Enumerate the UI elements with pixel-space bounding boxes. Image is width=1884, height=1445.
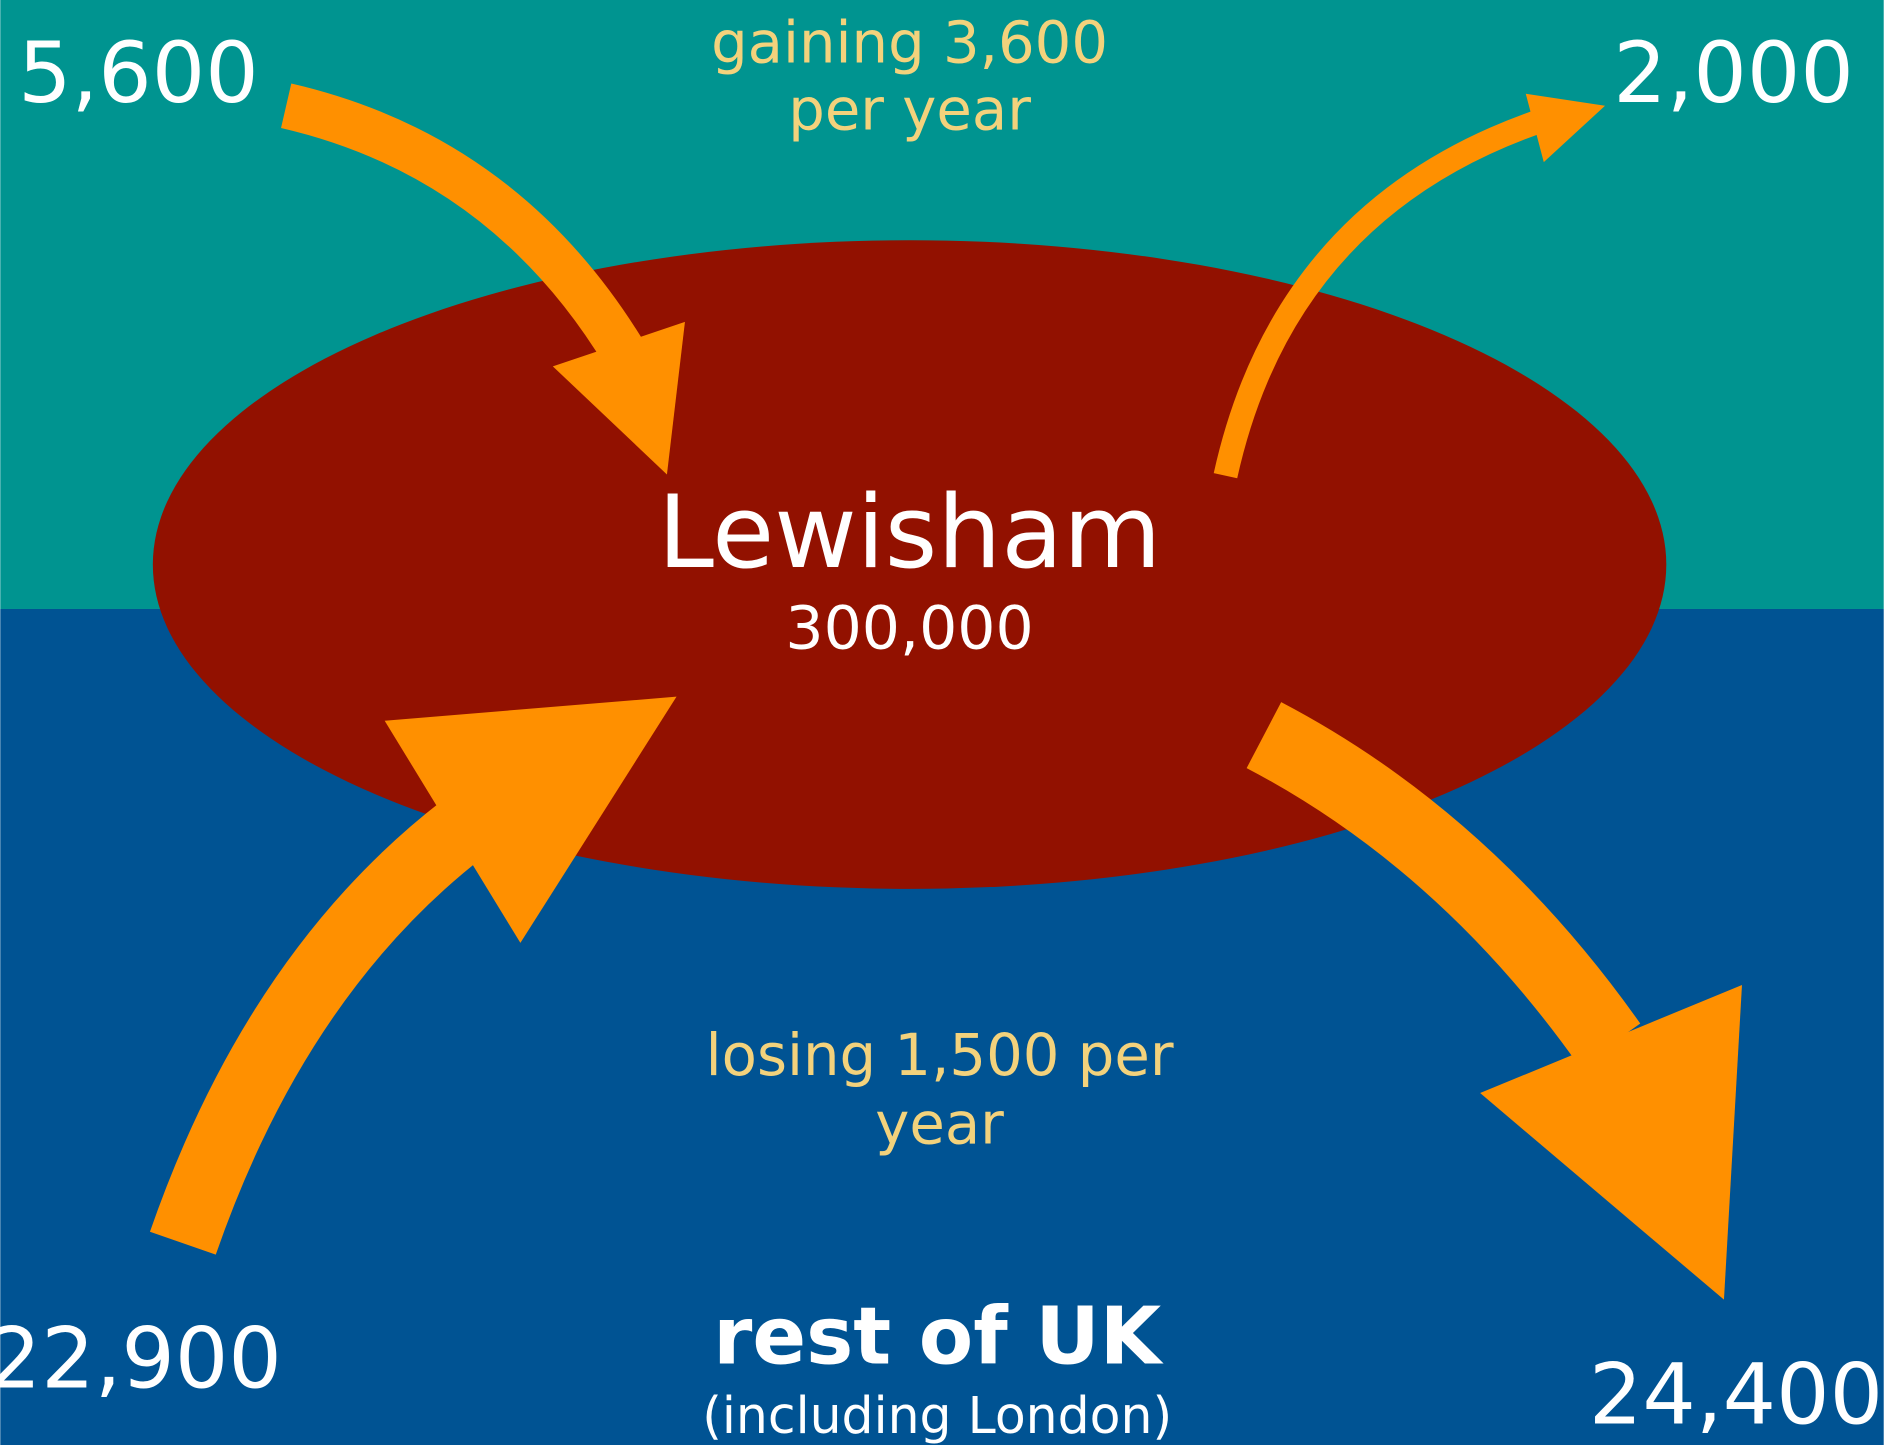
center-name: Lewisham	[658, 473, 1162, 591]
net-top: per year	[788, 76, 1031, 144]
region-title: rest of UK	[713, 1289, 1163, 1382]
arrowhead	[384, 696, 677, 943]
inflow-arrow-top	[281, 83, 645, 367]
inflow-top: 5,600	[18, 24, 259, 122]
inflow-bottom: 22,900	[0, 1309, 282, 1407]
outflow-bottom: 24,400	[1589, 1345, 1883, 1443]
net-bottom: year	[875, 1090, 1004, 1158]
outflow-arrow-top	[1213, 106, 1554, 479]
center-population: 300,000	[785, 594, 1033, 664]
net-bottom: losing 1,500 per	[706, 1021, 1174, 1089]
arrowhead	[1525, 93, 1606, 163]
inflow-arrow-bottom	[149, 801, 485, 1255]
net-top: gaining 3,600	[711, 8, 1108, 76]
outflow-arrow-bottom	[1246, 702, 1641, 1067]
outflow-top: 2,000	[1613, 24, 1854, 122]
arrowhead	[1480, 984, 1742, 1300]
arrowhead	[552, 321, 685, 475]
region-subtitle: (including London)	[702, 1386, 1172, 1445]
